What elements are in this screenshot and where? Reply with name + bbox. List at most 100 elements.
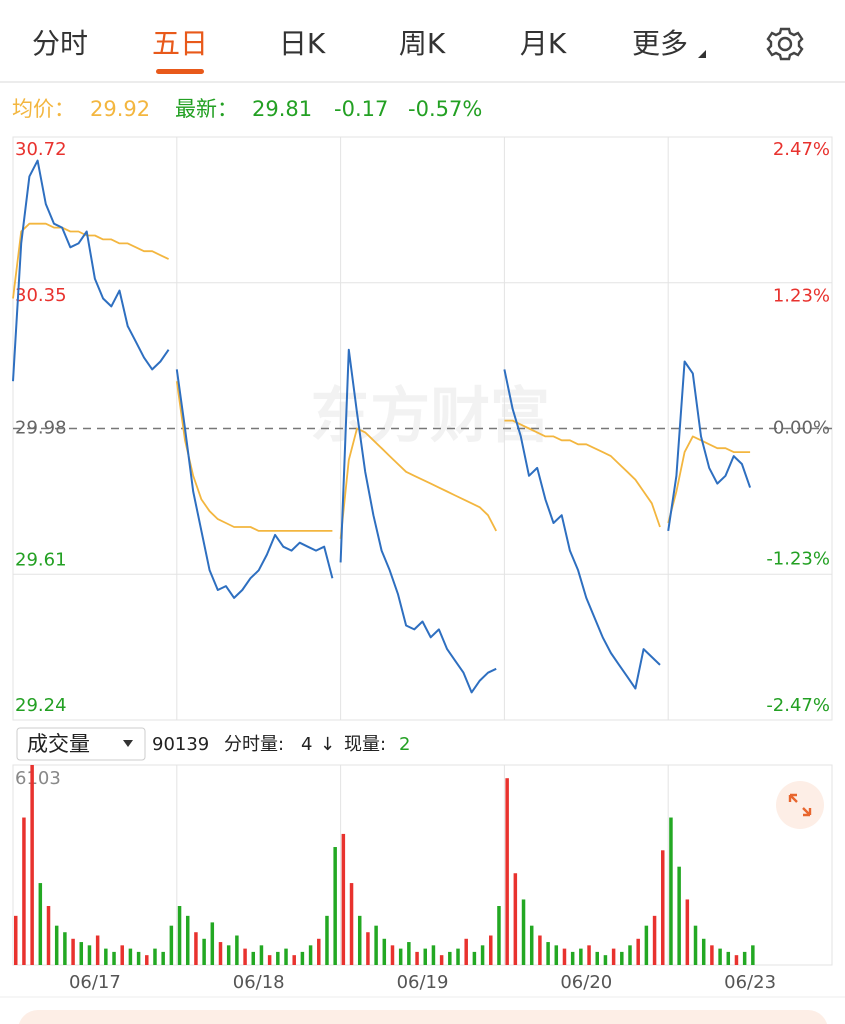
volume-bar [71,938,75,965]
volume-info: 90139 [152,734,209,755]
settings-icon[interactable] [766,27,804,61]
y2-tick-label: 2.47% [773,139,830,160]
volume-bar [693,925,698,965]
volume-bar [161,951,165,965]
volume-bar [751,945,755,965]
volume-bar [431,945,436,965]
volume-bar [677,866,681,965]
expand-icon [788,793,812,817]
volume-bar [14,915,18,965]
volume-bar [54,925,59,965]
volume-bar [661,850,665,965]
volume-bar [448,951,452,965]
dropdown-arrow [123,740,133,747]
volume-bar [38,883,43,965]
volume-bar [644,925,649,965]
y2-tick-label: 0.00% [773,418,830,439]
quote-info: -0.57% [408,97,482,121]
volume-bar [194,932,198,965]
volume-bar [398,948,403,965]
price-line [175,369,334,599]
volume-bar [497,906,501,965]
volume-bar [415,951,419,965]
volume-bar [382,938,387,965]
x-tick-label: 06/23 [724,972,776,993]
volume-bar [79,942,84,965]
y-tick-label: 29.61 [15,549,67,570]
x-tick-label: 06/17 [69,972,121,993]
volume-bar [366,932,370,965]
volume-bar [374,925,378,965]
avg-line [339,427,497,539]
avg-line [175,381,333,532]
volume-bar [603,955,608,965]
tab[interactable]: 更多 [632,27,688,60]
x-tick-label: 06/20 [560,972,612,993]
tab[interactable]: 周K [399,27,446,60]
quote-info: 最新： [175,97,238,121]
quote-info: 均价： [12,97,75,121]
volume-bar [669,817,673,965]
y2-tick-label: 1.23% [773,285,830,306]
volume-bar [267,955,272,965]
volume-bar [185,915,190,965]
volume-bar [169,925,174,965]
avg-line [667,435,751,524]
volume-bar [112,951,116,965]
volume-info: 分时量: [224,734,284,755]
price-line [503,369,661,690]
volume-bar [521,899,526,965]
volume-bar [63,932,67,965]
volume-bar [202,938,206,965]
volume-bar [243,948,247,965]
y-tick-label: 30.72 [15,139,67,160]
volume-info: 4 [301,734,312,755]
volume-bar [104,948,108,965]
volume-bar [652,915,657,965]
volume-bar [529,925,534,965]
volume-selector[interactable] [16,727,146,761]
tab[interactable]: 月K [520,27,567,60]
volume-bar [710,945,714,965]
y-tick-label: 30.35 [15,285,67,306]
volume-bar [276,951,280,965]
volume-bar [259,945,264,965]
volume-bar [153,948,157,965]
volume-bar [570,951,575,965]
tab[interactable]: 日K [279,27,326,60]
volume-bar [308,945,313,965]
expand-button[interactable] [776,781,824,829]
gear [766,27,804,61]
price-line [667,360,752,532]
volume-bar [87,945,92,965]
tab[interactable]: 分时 [32,27,88,60]
volume-bar [554,945,559,965]
volume-bar [177,906,182,965]
x-tick-label: 06/18 [233,972,285,993]
volume-bar [587,945,591,965]
gear-hole [777,36,793,52]
tab[interactable]: 五日 [152,27,208,60]
volume-bar [317,938,321,965]
avg-line [504,419,661,528]
y-tick-label: 6103 [15,768,61,789]
volume-bar [480,945,485,965]
volume-bar [456,948,460,965]
volume-bar [30,765,34,965]
volume-bar [628,945,632,965]
volume-bar [464,938,468,965]
quote-info: 29.81 [252,97,312,121]
y-tick-label: 29.24 [15,695,67,716]
volume-bar [22,817,26,965]
volume-bar [325,915,329,965]
volume-bar [349,883,354,965]
volume-bar [357,915,362,965]
volume-info: 2 [399,734,410,755]
volume-bar [726,951,731,965]
y2-tick-label: -2.47% [766,695,830,716]
bottom-banner[interactable] [18,1010,828,1024]
volume-bar [95,935,100,965]
volume-bar [595,951,599,965]
y-tick-label: 29.98 [15,418,67,439]
